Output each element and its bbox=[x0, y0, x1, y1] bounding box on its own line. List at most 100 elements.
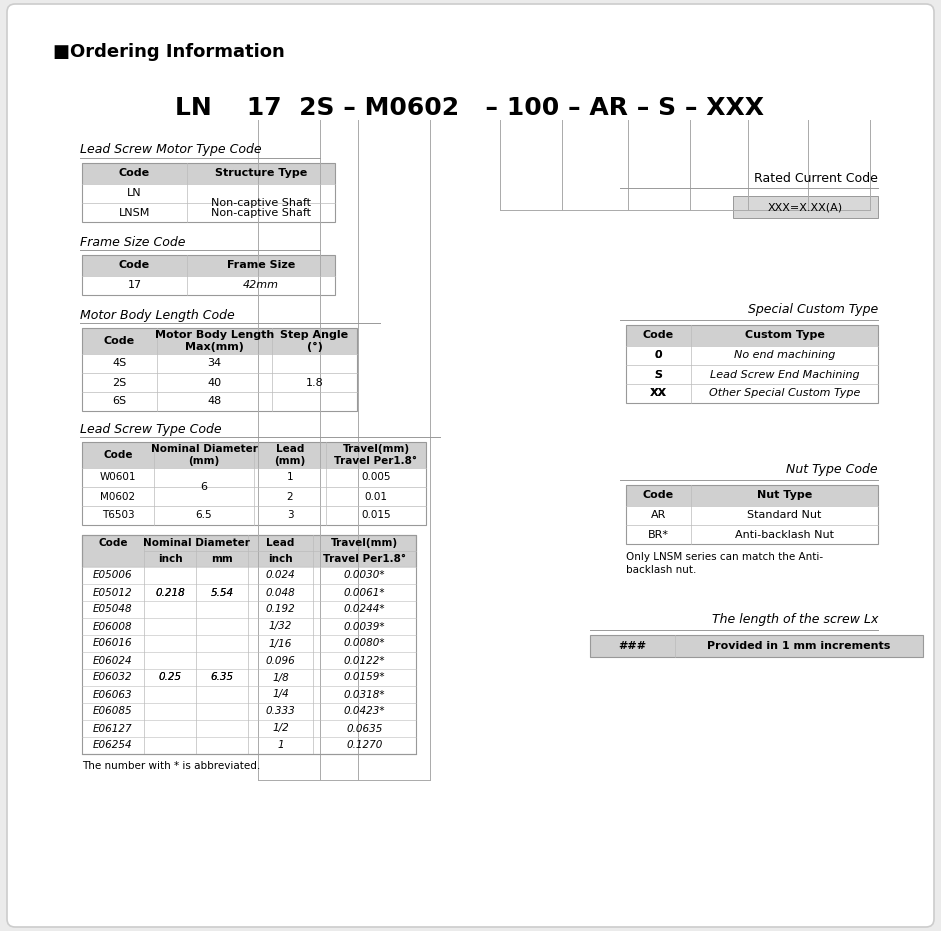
Text: Motor Body Length
Max(mm): Motor Body Length Max(mm) bbox=[155, 331, 274, 352]
Text: 2S: 2S bbox=[112, 377, 127, 387]
Text: LN: LN bbox=[127, 188, 142, 198]
Text: No end machining: No end machining bbox=[734, 350, 836, 360]
Text: E06008: E06008 bbox=[93, 622, 133, 631]
Bar bbox=[82, 392, 357, 411]
Bar bbox=[82, 328, 357, 411]
Text: Code: Code bbox=[643, 331, 674, 341]
Text: Nominal Diameter
(mm): Nominal Diameter (mm) bbox=[151, 444, 258, 466]
Text: 1: 1 bbox=[278, 740, 284, 750]
Text: 0.25: 0.25 bbox=[158, 672, 182, 682]
Text: Code: Code bbox=[119, 169, 150, 179]
Text: 1/16: 1/16 bbox=[269, 639, 293, 649]
Bar bbox=[82, 737, 416, 754]
Text: LN    17  2S – M0602   – 100 – AR – S – XXX: LN 17 2S – M0602 – 100 – AR – S – XXX bbox=[176, 96, 764, 120]
Text: 1/8: 1/8 bbox=[272, 672, 289, 682]
Text: Custom Type: Custom Type bbox=[744, 331, 824, 341]
Text: 0.096: 0.096 bbox=[265, 655, 295, 666]
Text: Nominal Diameter: Nominal Diameter bbox=[143, 538, 249, 548]
Text: E06024: E06024 bbox=[93, 655, 133, 666]
Text: 0.048: 0.048 bbox=[265, 587, 295, 598]
Text: Lead Screw Motor Type Code: Lead Screw Motor Type Code bbox=[80, 143, 262, 156]
Text: 6: 6 bbox=[200, 482, 208, 492]
Text: 0.0039*: 0.0039* bbox=[343, 622, 385, 631]
Bar bbox=[82, 535, 416, 754]
Bar bbox=[82, 373, 357, 392]
Text: XXX=X.XX(A): XXX=X.XX(A) bbox=[768, 202, 843, 212]
Text: Travel(mm): Travel(mm) bbox=[331, 538, 398, 548]
Text: XX: XX bbox=[651, 388, 666, 398]
Text: Special Custom Type: Special Custom Type bbox=[748, 304, 878, 317]
Text: 6.35: 6.35 bbox=[211, 672, 233, 682]
Text: ■: ■ bbox=[52, 43, 69, 61]
Text: inch: inch bbox=[158, 554, 183, 564]
Bar bbox=[82, 652, 416, 669]
Text: 6S: 6S bbox=[112, 397, 126, 407]
Text: 6.35: 6.35 bbox=[211, 672, 233, 682]
Text: S: S bbox=[655, 370, 662, 380]
Text: E05012: E05012 bbox=[93, 587, 133, 598]
Text: ###: ### bbox=[618, 641, 646, 651]
Bar bbox=[82, 567, 416, 584]
Text: 1/4: 1/4 bbox=[272, 690, 289, 699]
Text: Frame Size: Frame Size bbox=[227, 261, 295, 271]
Text: Code: Code bbox=[643, 491, 674, 501]
Bar bbox=[82, 255, 335, 295]
Text: 0.218: 0.218 bbox=[155, 587, 184, 598]
Text: LNSM: LNSM bbox=[119, 208, 151, 218]
Text: 0.192: 0.192 bbox=[265, 604, 295, 614]
Bar bbox=[82, 487, 426, 506]
Text: 5.54: 5.54 bbox=[211, 587, 233, 598]
Bar bbox=[82, 184, 335, 203]
Text: E05006: E05006 bbox=[93, 571, 133, 581]
Text: Lead
(mm): Lead (mm) bbox=[275, 444, 306, 466]
Text: 0.0159*: 0.0159* bbox=[343, 672, 385, 682]
Text: E05048: E05048 bbox=[93, 604, 133, 614]
Text: 0.0318*: 0.0318* bbox=[343, 690, 385, 699]
Text: 0.024: 0.024 bbox=[265, 571, 295, 581]
Bar bbox=[82, 535, 416, 567]
Text: Travel(mm)
Travel Per1.8°: Travel(mm) Travel Per1.8° bbox=[334, 444, 418, 466]
Text: 0.0080*: 0.0080* bbox=[343, 639, 385, 649]
Text: 1: 1 bbox=[287, 473, 294, 482]
Text: 17: 17 bbox=[127, 280, 141, 290]
Text: Structure Type: Structure Type bbox=[215, 169, 307, 179]
Text: E06063: E06063 bbox=[93, 690, 133, 699]
Bar bbox=[626, 485, 878, 544]
Text: Other Special Custom Type: Other Special Custom Type bbox=[709, 388, 860, 398]
Text: 0.015: 0.015 bbox=[361, 510, 391, 520]
Bar bbox=[82, 635, 416, 652]
Text: Frame Size Code: Frame Size Code bbox=[80, 236, 185, 249]
Bar bbox=[82, 601, 416, 618]
Bar bbox=[626, 506, 878, 525]
Bar bbox=[626, 384, 878, 403]
Bar bbox=[626, 346, 878, 365]
Text: 6.5: 6.5 bbox=[196, 510, 213, 520]
Bar bbox=[626, 325, 878, 346]
Bar bbox=[82, 669, 416, 686]
Text: 0.218: 0.218 bbox=[155, 587, 184, 598]
Text: 1/2: 1/2 bbox=[272, 723, 289, 734]
Text: 0.0244*: 0.0244* bbox=[343, 604, 385, 614]
Text: The length of the screw Lx: The length of the screw Lx bbox=[711, 614, 878, 627]
Text: E06032: E06032 bbox=[93, 672, 133, 682]
Bar bbox=[626, 325, 878, 403]
Text: XX: XX bbox=[650, 388, 667, 398]
Bar bbox=[626, 525, 878, 544]
Text: Code: Code bbox=[98, 538, 128, 548]
Bar bbox=[82, 354, 357, 373]
Text: E06016: E06016 bbox=[93, 639, 133, 649]
Text: Step Angle
(°): Step Angle (°) bbox=[280, 331, 348, 352]
Text: M0602: M0602 bbox=[101, 492, 136, 502]
Text: 0.0635: 0.0635 bbox=[346, 723, 383, 734]
Text: mm: mm bbox=[211, 554, 232, 564]
Text: Nut Type Code: Nut Type Code bbox=[787, 464, 878, 477]
Text: 0.01: 0.01 bbox=[364, 492, 388, 502]
Bar bbox=[733, 196, 878, 218]
Text: Non-captive Shaft: Non-captive Shaft bbox=[211, 198, 311, 208]
Text: Lead Screw Type Code: Lead Screw Type Code bbox=[80, 423, 222, 436]
Text: Code: Code bbox=[104, 336, 136, 346]
Text: Lead Screw End Machining: Lead Screw End Machining bbox=[710, 370, 859, 380]
Text: E06127: E06127 bbox=[93, 723, 133, 734]
Bar bbox=[82, 276, 335, 295]
Text: E06085: E06085 bbox=[93, 707, 133, 717]
